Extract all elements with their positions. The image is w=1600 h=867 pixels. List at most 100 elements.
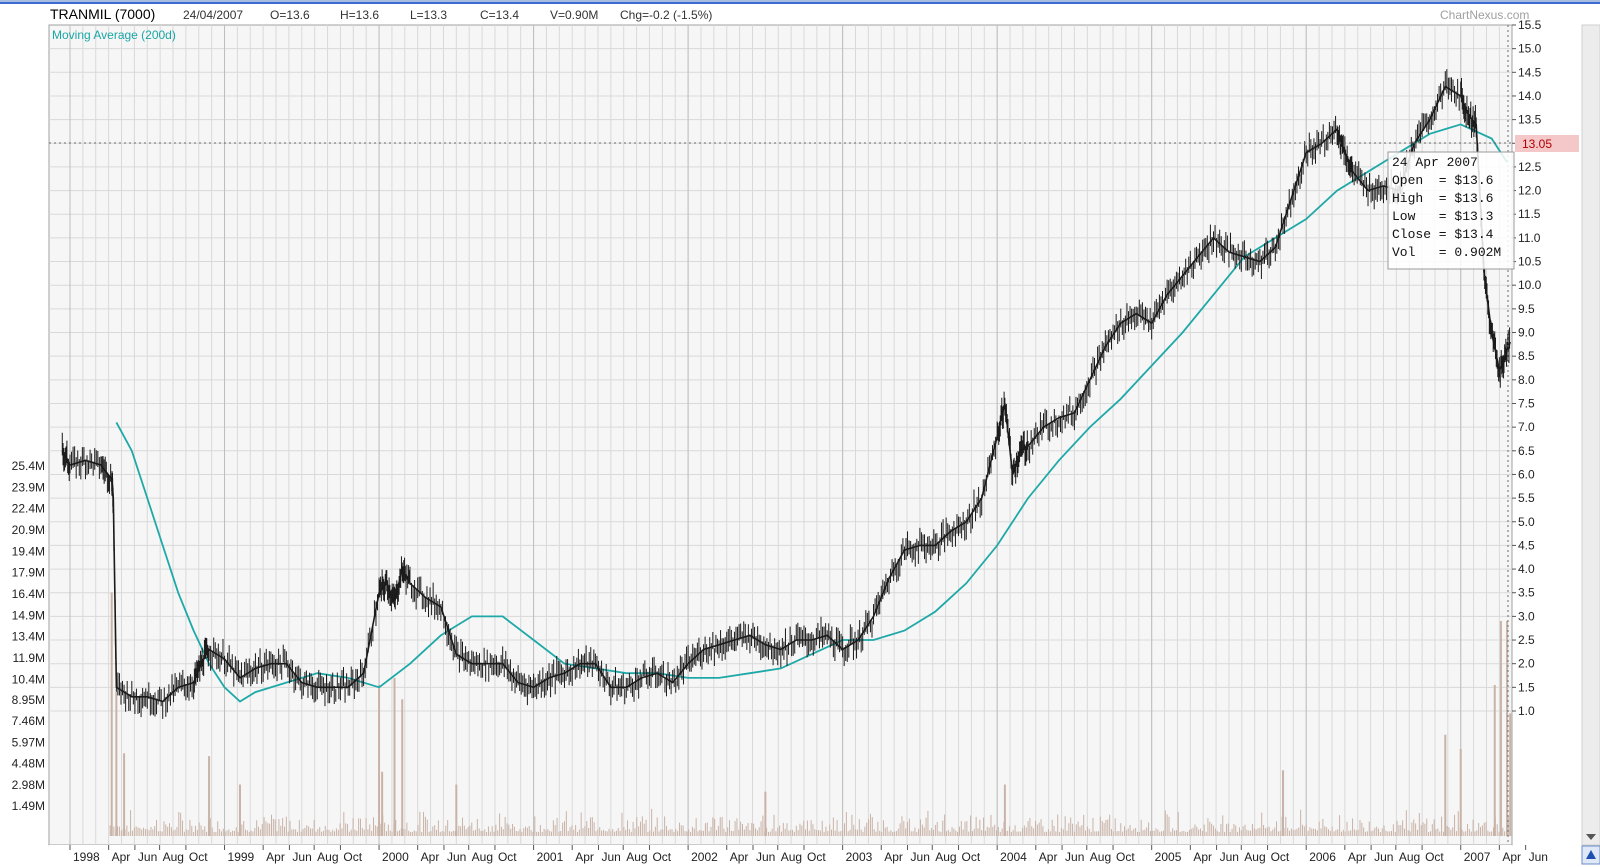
top-border: [0, 0, 1600, 2]
price-axis-label: 8.0: [1518, 373, 1535, 387]
time-axis-label: Jun: [756, 850, 775, 864]
price-axis-label: 15.5: [1518, 18, 1542, 32]
time-axis-label: Aug: [472, 850, 493, 864]
time-axis-label: Oct: [652, 850, 671, 864]
time-axis-label: Aug: [163, 850, 184, 864]
time-axis-label: Apr: [112, 850, 131, 864]
price-axis-label: 10.0: [1518, 278, 1542, 292]
time-axis-label: Aug: [1244, 850, 1265, 864]
plot-area: [48, 24, 1513, 846]
ticker-label: TRANMIL (7000): [50, 6, 155, 22]
price-axis-label: 5.0: [1518, 515, 1535, 529]
time-axis-label: 2003: [846, 850, 873, 864]
price-axis-label: 1.5: [1518, 680, 1535, 694]
vertical-scrollbar[interactable]: [1581, 24, 1600, 846]
volume-axis-label: 16.4M: [12, 587, 45, 601]
price-axis-label: 15.0: [1518, 42, 1542, 56]
price-axis-label: 14.5: [1518, 65, 1542, 79]
price-axis-label: 3.5: [1518, 586, 1535, 600]
price-axis-label: 6.5: [1518, 444, 1535, 458]
volume-axis-label: 7.46M: [12, 714, 45, 728]
volume-axis-label: 13.4M: [12, 630, 45, 644]
time-axis-label: Oct: [1271, 850, 1290, 864]
time-axis-label: Jun: [292, 850, 311, 864]
price-axis-label: 9.0: [1518, 326, 1535, 340]
time-axis-label: Oct: [498, 850, 517, 864]
price-axis-label: 11.5: [1518, 207, 1541, 221]
tooltip-open: Open = $13.6: [1392, 173, 1493, 188]
time-axis-label: Aug: [317, 850, 338, 864]
time-axis-label: 2000: [382, 850, 409, 864]
time-axis-label: Jun: [447, 850, 466, 864]
price-axis-label: 12.0: [1518, 184, 1542, 198]
moving-average-path: [115, 123, 1508, 703]
price-axis-label: 2.5: [1518, 633, 1535, 647]
price-axis-label: 10.5: [1518, 255, 1542, 269]
grid: [49, 25, 1512, 845]
watermark: ChartNexus.com: [1440, 8, 1529, 22]
volume-axis-label: 23.9M: [12, 480, 45, 494]
tooltip-close: Close = $13.4: [1392, 227, 1494, 242]
current-price-tag: 13.05: [1522, 137, 1552, 151]
time-axis-label: Apr: [1193, 850, 1212, 864]
volume-axis-label: 1.49M: [12, 799, 45, 813]
volume-axis-label: 2.98M: [12, 778, 45, 792]
volume-axis-label: 22.4M: [12, 502, 45, 516]
price-axis-label: 13.5: [1518, 113, 1542, 127]
tooltip-high: High = $13.6: [1392, 191, 1493, 206]
volume-axis-label: 10.4M: [12, 672, 45, 686]
price-axis-label: 4.5: [1518, 538, 1535, 552]
x-axis-band: [49, 845, 1512, 867]
time-axis-label: Jun: [1220, 850, 1239, 864]
price-axis-label: 7.5: [1518, 396, 1535, 410]
time-axis-label: Oct: [807, 850, 826, 864]
price-line: [61, 69, 1511, 719]
volume-axis-label: 5.97M: [12, 735, 45, 749]
time-axis-label: Apr: [730, 850, 749, 864]
volume-axis-label: 14.9M: [12, 608, 45, 622]
ma-legend: Moving Average (200d): [52, 28, 176, 42]
tooltip-box: [1387, 151, 1515, 270]
ohlc-tooltip: 24 Apr 2007 Open = $13.6 High = $13.6 Lo…: [1387, 151, 1515, 270]
time-axis-label: 1998: [73, 850, 100, 864]
time-axis-label: Apr: [884, 850, 903, 864]
time-axis-label: Apr: [1348, 850, 1367, 864]
volume-axis-label: 8.95M: [12, 693, 45, 707]
price-axis-label: 9.5: [1518, 302, 1535, 316]
high-label: H=13.6: [340, 8, 379, 22]
volume-axis-label: 25.4M: [12, 459, 45, 473]
time-axis-label: Apr: [421, 850, 440, 864]
moving-average-line: [115, 123, 1508, 703]
arrow-up-icon[interactable]: [1586, 850, 1596, 859]
time-axis-label: Jun: [601, 850, 620, 864]
time-axis-label: Oct: [962, 850, 981, 864]
time-axis-label: 2001: [537, 850, 564, 864]
price-axis-label: 8.5: [1518, 349, 1535, 363]
date-label: 24/04/2007: [183, 8, 243, 22]
time-axis-label: Jun: [1065, 850, 1084, 864]
time-axis-label: Jun: [138, 850, 157, 864]
volume-axis-label: 17.9M: [12, 566, 45, 580]
tooltip-low: Low = $13.3: [1392, 209, 1493, 224]
time-axis-label: Apr: [1039, 850, 1058, 864]
change-label: Chg=-0.2 (-1.5%): [620, 8, 712, 22]
price-axis-label: 2.0: [1518, 657, 1535, 671]
time-axis-label: Oct: [1116, 850, 1135, 864]
open-label: O=13.6: [270, 8, 310, 22]
time-axis-label: Oct: [1425, 850, 1444, 864]
time-axis-label: 2004: [1000, 850, 1027, 864]
time-axis-label: Aug: [1090, 850, 1111, 864]
time-axis-label: 2002: [691, 850, 718, 864]
time-axis-label: Apr: [266, 850, 285, 864]
scroll-down-icon[interactable]: [1586, 834, 1596, 840]
time-axis-label: Oct: [343, 850, 362, 864]
price-axis-label: 7.0: [1518, 420, 1535, 434]
volume-axis-label: 11.9M: [13, 651, 45, 665]
time-axis-label: Oct: [189, 850, 208, 864]
price-axis-label: 6.0: [1518, 467, 1535, 481]
time-axis-label: Aug: [1399, 850, 1420, 864]
close-label: C=13.4: [480, 8, 519, 22]
volume-axis-label: 19.4M: [12, 544, 45, 558]
price-axis-label: 5.5: [1518, 491, 1535, 505]
tooltip-date: 24 Apr 2007: [1392, 155, 1478, 170]
